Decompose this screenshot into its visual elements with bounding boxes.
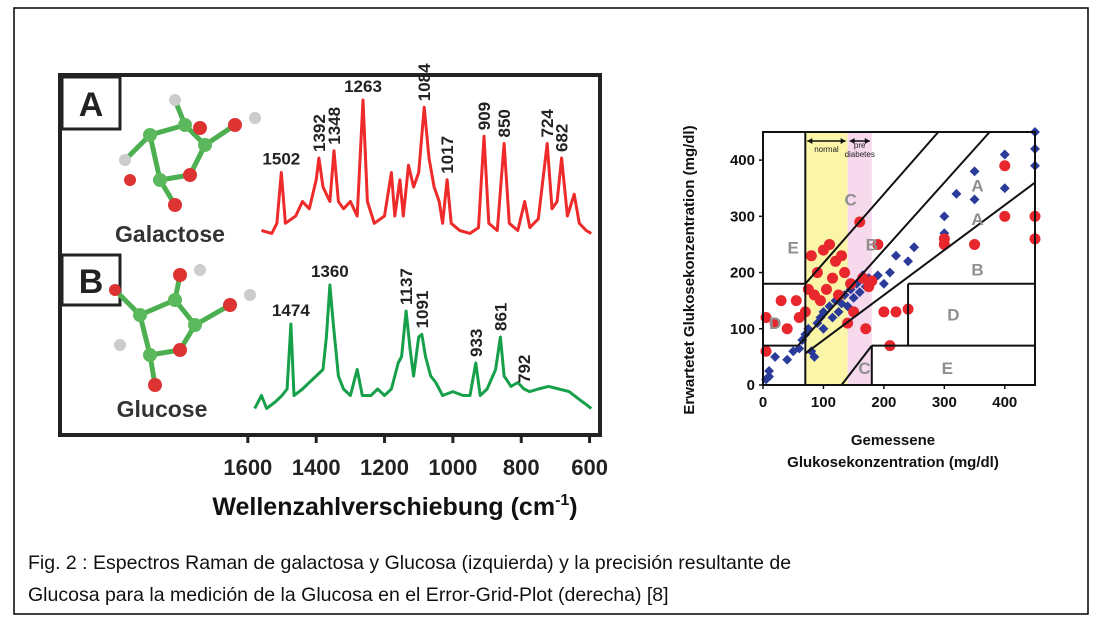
figure: A B Galactose Glucose Wellenzahlverschie… xyxy=(0,0,1100,623)
range-band xyxy=(848,132,872,385)
y-axis-label: Erwartetet Glukosekonzentration (mg/dl) xyxy=(681,125,698,414)
point xyxy=(791,295,802,306)
x-axis-label: Gemessene xyxy=(851,432,935,449)
x-axis-label-end: ) xyxy=(569,493,577,521)
zone-label: B xyxy=(971,261,983,280)
x-axis-label: Glukosekonzentration (mg/dl) xyxy=(787,454,999,471)
y-tick-label: 200 xyxy=(730,265,755,282)
zone-label: D xyxy=(947,306,959,325)
peak-label: 792 xyxy=(515,355,534,383)
peak-label: 1348 xyxy=(325,107,344,145)
point xyxy=(824,239,835,250)
point xyxy=(999,160,1010,171)
point xyxy=(969,239,980,250)
y-tick-label: 400 xyxy=(730,152,755,169)
x-tick-label: 200 xyxy=(871,394,896,411)
peak-label: 1084 xyxy=(415,63,434,101)
x-tick-label: 300 xyxy=(932,394,957,411)
peak-label: 1091 xyxy=(413,291,432,329)
point xyxy=(827,273,838,284)
peak-label: 850 xyxy=(495,109,514,137)
x-axis-label-text: Wellenzahlverschiebung (cm xyxy=(212,493,555,521)
x-tick-label: 800 xyxy=(503,455,540,480)
peak-label: 1502 xyxy=(262,150,300,169)
y-tick-label: 300 xyxy=(730,208,755,225)
x-tick-label: 1000 xyxy=(428,455,477,480)
x-tick-label: 1600 xyxy=(223,455,272,480)
point xyxy=(821,284,832,295)
compound-name: Glucose xyxy=(117,396,208,422)
point xyxy=(839,267,850,278)
peak-label: 909 xyxy=(475,102,494,130)
point xyxy=(866,275,877,286)
zone-label: E xyxy=(788,238,799,257)
panel-label: A xyxy=(79,86,104,124)
peak-label: 861 xyxy=(491,303,510,331)
peak-label: 1474 xyxy=(272,301,310,320)
x-tick-label: 1400 xyxy=(292,455,341,480)
zone-label: E xyxy=(942,359,953,378)
y-tick-label: 0 xyxy=(747,377,755,394)
y-tick-label: 100 xyxy=(730,321,755,338)
peak-label: 682 xyxy=(553,124,572,152)
x-tick-label: 400 xyxy=(992,394,1017,411)
caption: Fig. 2 : Espectros Raman de galactosa y … xyxy=(28,552,791,574)
point xyxy=(782,323,793,334)
zone-label: B xyxy=(866,235,878,254)
zone-label: C xyxy=(858,359,870,378)
x-tick-label: 1200 xyxy=(360,455,409,480)
point xyxy=(860,323,871,334)
panel-label: B xyxy=(79,263,104,301)
x-tick-label: 600 xyxy=(571,455,608,480)
zone-label: A xyxy=(971,176,983,195)
compound-name: Galactose xyxy=(115,221,225,247)
zone-label: A xyxy=(971,210,983,229)
peak-label: 1017 xyxy=(438,136,457,174)
x-tick-label: 100 xyxy=(811,394,836,411)
point xyxy=(806,250,817,261)
x-axis-label-sup: -1 xyxy=(555,492,569,509)
band-label: diabetes xyxy=(845,150,875,159)
x-axis-label: Wellenzahlverschiebung (cm-1) xyxy=(212,492,577,521)
band-label: normal xyxy=(814,145,839,154)
peak-label: 1360 xyxy=(311,262,349,281)
point xyxy=(890,306,901,317)
peak-label: 933 xyxy=(467,329,486,357)
band-label: pre xyxy=(854,141,866,150)
point xyxy=(776,295,787,306)
zone-label: D xyxy=(769,314,781,333)
point xyxy=(878,306,889,317)
caption: Glucosa para la medición de la Glucosa e… xyxy=(28,584,669,606)
point xyxy=(836,250,847,261)
x-tick-label: 0 xyxy=(759,394,767,411)
point xyxy=(815,295,826,306)
peak-label: 1263 xyxy=(344,77,382,96)
zone-label: C xyxy=(845,190,857,209)
point xyxy=(999,211,1010,222)
